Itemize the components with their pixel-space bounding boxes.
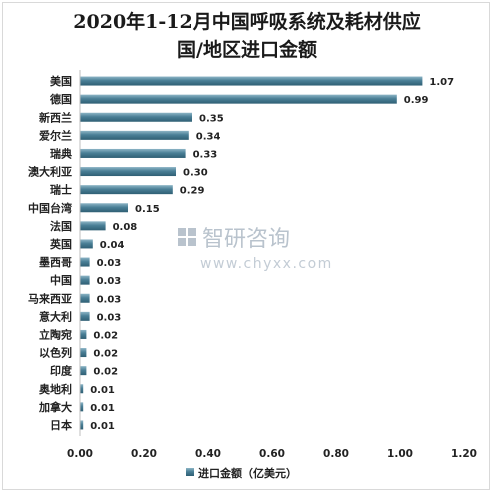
x-tick-label: 0.00 (67, 448, 93, 460)
category-label: 美国 (50, 74, 72, 88)
category-label: 墨西哥 (39, 256, 72, 269)
data-label: 0.99 (404, 95, 429, 106)
x-axis: 0.00 0.20 0.40 0.60 0.80 1.00 1.20 (67, 70, 477, 460)
data-label: 0.30 (183, 168, 208, 179)
chart-title-line-2: 国/地区进口金额 (177, 39, 317, 61)
data-label: 1.07 (429, 77, 454, 88)
bar (80, 311, 90, 321)
x-tick-label: 1.00 (387, 448, 413, 460)
category-label: 新西兰 (39, 110, 72, 124)
x-tick-label: 0.40 (195, 448, 221, 460)
chart-title-line-1: 2020年1-12月中国呼吸系统及耗材供应 (73, 11, 421, 33)
bar (80, 203, 128, 213)
category-label: 德国 (49, 92, 72, 106)
data-label: 0.04 (100, 240, 125, 251)
bar (80, 239, 93, 249)
legend: 进口金额（亿美元） (186, 466, 297, 480)
data-label: 0.03 (97, 294, 122, 305)
data-label: 0.02 (93, 349, 118, 360)
legend-swatch (186, 468, 194, 476)
bar (80, 348, 87, 358)
category-label: 奥地利 (38, 382, 72, 396)
category-label: 澳大利亚 (28, 165, 72, 179)
category-label: 意大利 (39, 309, 72, 323)
category-label: 印度 (50, 364, 73, 378)
data-label: 0.03 (97, 258, 122, 269)
plot-area: 美国 1.07 德国 0.99 新西兰 0.35 爱尔兰 0.34 瑞典 0.33 澳大利亚 0.30… (28, 74, 454, 432)
category-label: 中国 (50, 273, 72, 287)
category-label: 爱尔兰 (39, 128, 72, 142)
bar (80, 384, 84, 394)
category-label: 中国台湾 (28, 201, 72, 215)
x-tick-label: 1.20 (451, 448, 477, 460)
data-label: 0.01 (90, 421, 115, 432)
data-label: 0.34 (196, 131, 221, 142)
bar (80, 402, 84, 412)
data-label: 0.02 (93, 367, 118, 378)
legend-label: 进口金额（亿美元） (198, 466, 297, 480)
bar (80, 76, 423, 86)
data-label: 0.01 (90, 385, 115, 396)
data-label: 0.15 (135, 204, 160, 215)
category-label: 瑞典 (50, 146, 72, 160)
category-label: 加拿大 (38, 400, 72, 414)
bar (80, 366, 87, 376)
data-label: 0.33 (193, 149, 218, 160)
data-label: 0.35 (199, 113, 224, 124)
bar (80, 275, 90, 285)
bar (80, 420, 84, 430)
bar (80, 329, 87, 339)
watermark: 智研咨询 www.chyxx.com (178, 227, 333, 272)
bar (80, 112, 192, 122)
bar (80, 257, 90, 267)
watermark-cn: 智研咨询 (202, 227, 290, 252)
watermark-url: www.chyxx.com (200, 256, 333, 272)
bar (80, 221, 106, 231)
category-label: 以色列 (39, 346, 72, 360)
category-label: 法国 (50, 219, 72, 233)
x-tick-label: 0.60 (259, 448, 285, 460)
watermark-logo-icon (178, 228, 196, 246)
data-label: 0.08 (113, 222, 138, 233)
category-label: 马来西亚 (28, 291, 72, 305)
data-label: 0.03 (97, 276, 122, 287)
x-tick-label: 0.80 (323, 448, 349, 460)
bar (80, 293, 90, 303)
category-label: 立陶宛 (39, 327, 72, 341)
bar (80, 167, 176, 177)
data-label: 0.03 (97, 312, 122, 323)
x-tick-label: 0.20 (131, 448, 157, 460)
data-label: 0.02 (93, 330, 118, 341)
data-label: 0.29 (180, 186, 205, 197)
data-label: 0.01 (90, 403, 115, 414)
category-label: 英国 (49, 237, 72, 251)
category-label: 瑞士 (50, 183, 72, 197)
bar (80, 148, 186, 158)
bar (80, 130, 189, 140)
category-label: 日本 (50, 418, 72, 432)
bar (80, 94, 397, 104)
bar (80, 185, 173, 195)
